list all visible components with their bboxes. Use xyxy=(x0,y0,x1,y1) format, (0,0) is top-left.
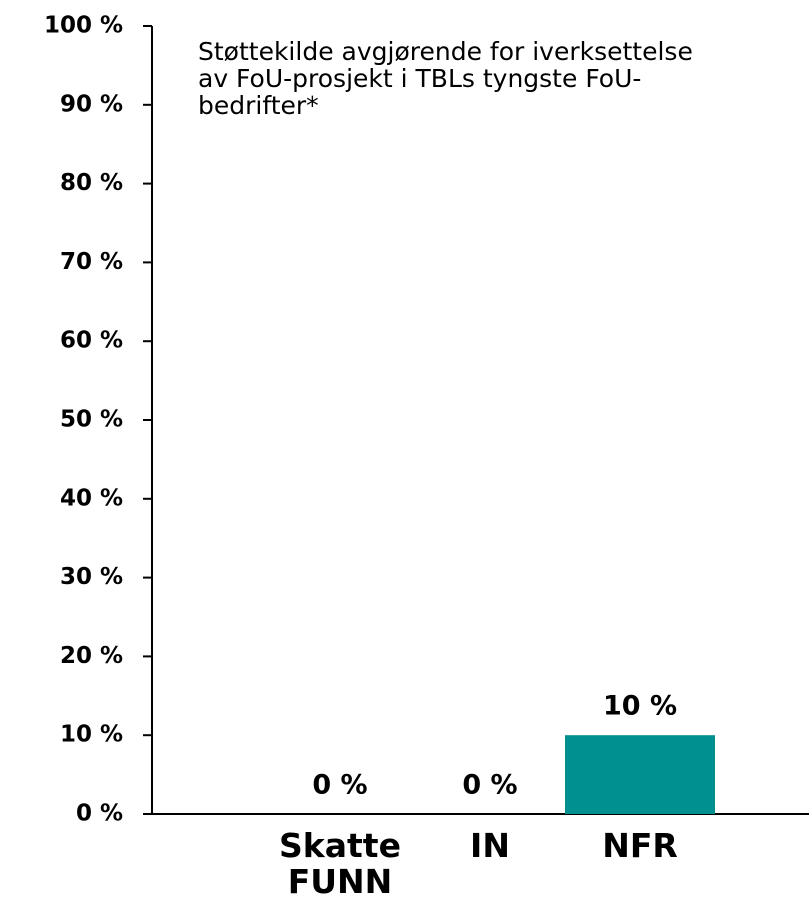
y-tick-label: 50 % xyxy=(60,407,123,433)
y-tick-label: 30 % xyxy=(60,564,123,590)
x-tick-label: NFR xyxy=(602,826,678,865)
y-tick-label: 80 % xyxy=(60,170,123,196)
x-tick-label: Skatte FUNN xyxy=(279,826,401,901)
y-tick-label: 10 % xyxy=(60,722,123,748)
y-tick-label: 0 % xyxy=(76,801,123,827)
y-tick-label: 100 % xyxy=(44,13,123,39)
y-tick-label: 20 % xyxy=(60,643,123,669)
value-label: 10 % xyxy=(603,691,677,722)
bar xyxy=(565,735,715,814)
value-label: 0 % xyxy=(462,770,517,801)
y-tick-label: 70 % xyxy=(60,249,123,275)
value-label: 0 % xyxy=(312,770,367,801)
y-tick-label: 60 % xyxy=(60,328,123,354)
x-tick-label: IN xyxy=(470,826,510,865)
chart-title: Støttekilde avgjørende for iverksettelse… xyxy=(198,37,693,120)
y-tick-label: 90 % xyxy=(60,91,123,117)
y-tick-label: 40 % xyxy=(60,485,123,511)
